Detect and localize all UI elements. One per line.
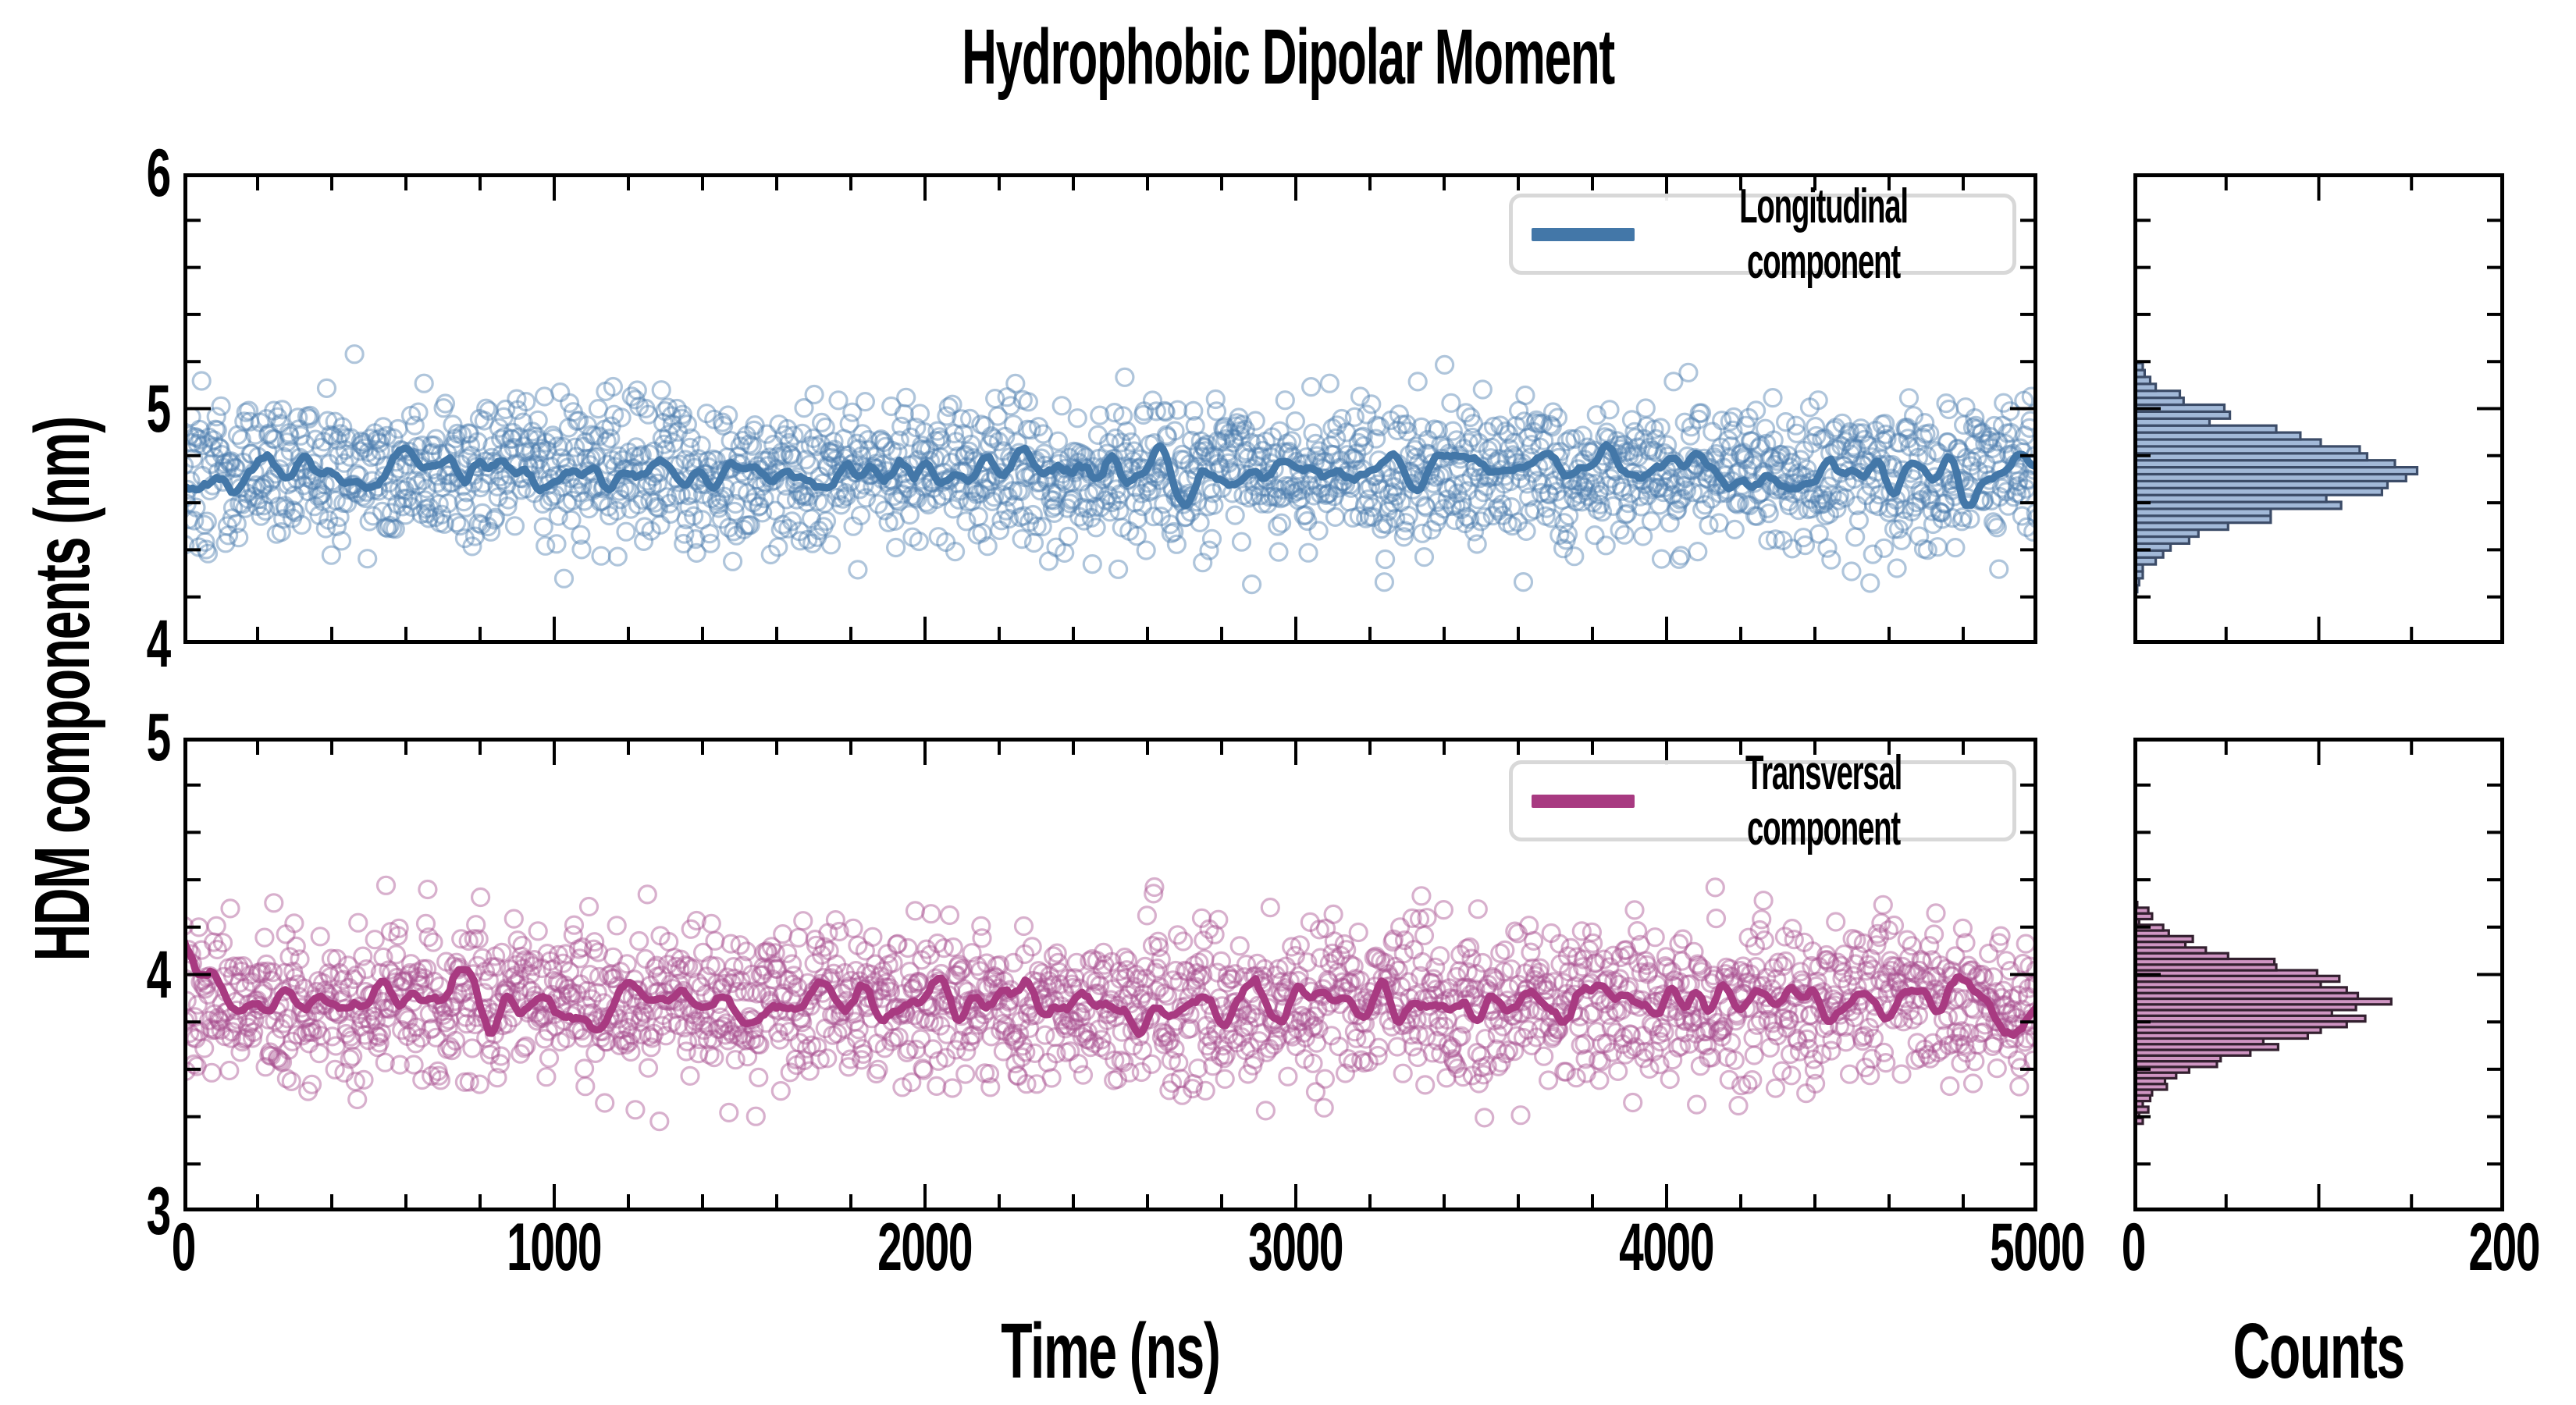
legend-transversal: Transversal component [1509, 746, 2016, 855]
top-y-tick-label: 6 [146, 136, 172, 211]
x-tick-label: 3000 [1248, 1210, 1343, 1285]
histogram-bars [2133, 361, 2419, 594]
figure-title: Hydrophobic Dipolar Moment [0, 14, 2576, 100]
bottom-y-tick-label: 3 [146, 1174, 172, 1249]
x-tick-label: 2000 [877, 1210, 973, 1285]
legend-swatch-longitudinal [1532, 227, 1635, 241]
y-axis-label: HDM components (nm) [19, 143, 106, 1236]
x-tick-label: 5000 [1990, 1210, 2085, 1285]
legend-swatch-transversal [1532, 794, 1635, 808]
axis-ticks [2133, 173, 2504, 644]
longitudinal-timeseries-panel [183, 173, 2037, 644]
legend-label-transversal: Transversal component [1745, 746, 1902, 855]
running-average-line [183, 935, 2037, 1039]
histogram-bars [2133, 901, 2393, 1126]
bottom-y-tick-label: 4 [146, 937, 172, 1012]
panel-frame [2133, 738, 2504, 1211]
top-y-tick-label: 5 [146, 371, 172, 446]
counts-axis-label: Counts [2233, 1307, 2406, 1395]
panel-frame [183, 173, 2037, 644]
transversal-histogram-panel [2133, 738, 2504, 1211]
longitudinal-histogram-panel [2133, 173, 2504, 644]
panel-frame [183, 738, 2037, 1211]
counts-tick-label: 200 [2468, 1210, 2541, 1285]
transversal-timeseries-panel [183, 738, 2037, 1211]
counts-tick-label: 0 [2121, 1210, 2147, 1285]
legend-label-longitudinal: Longitudinal component [1739, 180, 1909, 289]
axis-ticks [2133, 738, 2504, 1211]
running-average-line [183, 441, 2037, 509]
scatter-points [183, 344, 2037, 595]
x-tick-label: 0 [171, 1210, 197, 1285]
top-y-tick-label: 4 [146, 606, 172, 681]
x-tick-label: 4000 [1619, 1210, 1714, 1285]
axis-ticks [183, 173, 2037, 644]
bottom-y-tick-label: 5 [146, 700, 172, 775]
x-tick-label: 1000 [507, 1210, 602, 1285]
legend-longitudinal: Longitudinal component [1509, 180, 2016, 289]
x-axis-label: Time (ns) [1001, 1307, 1221, 1395]
figure-title-text: Hydrophobic Dipolar Moment [962, 13, 1615, 101]
panel-frame [2133, 173, 2504, 644]
